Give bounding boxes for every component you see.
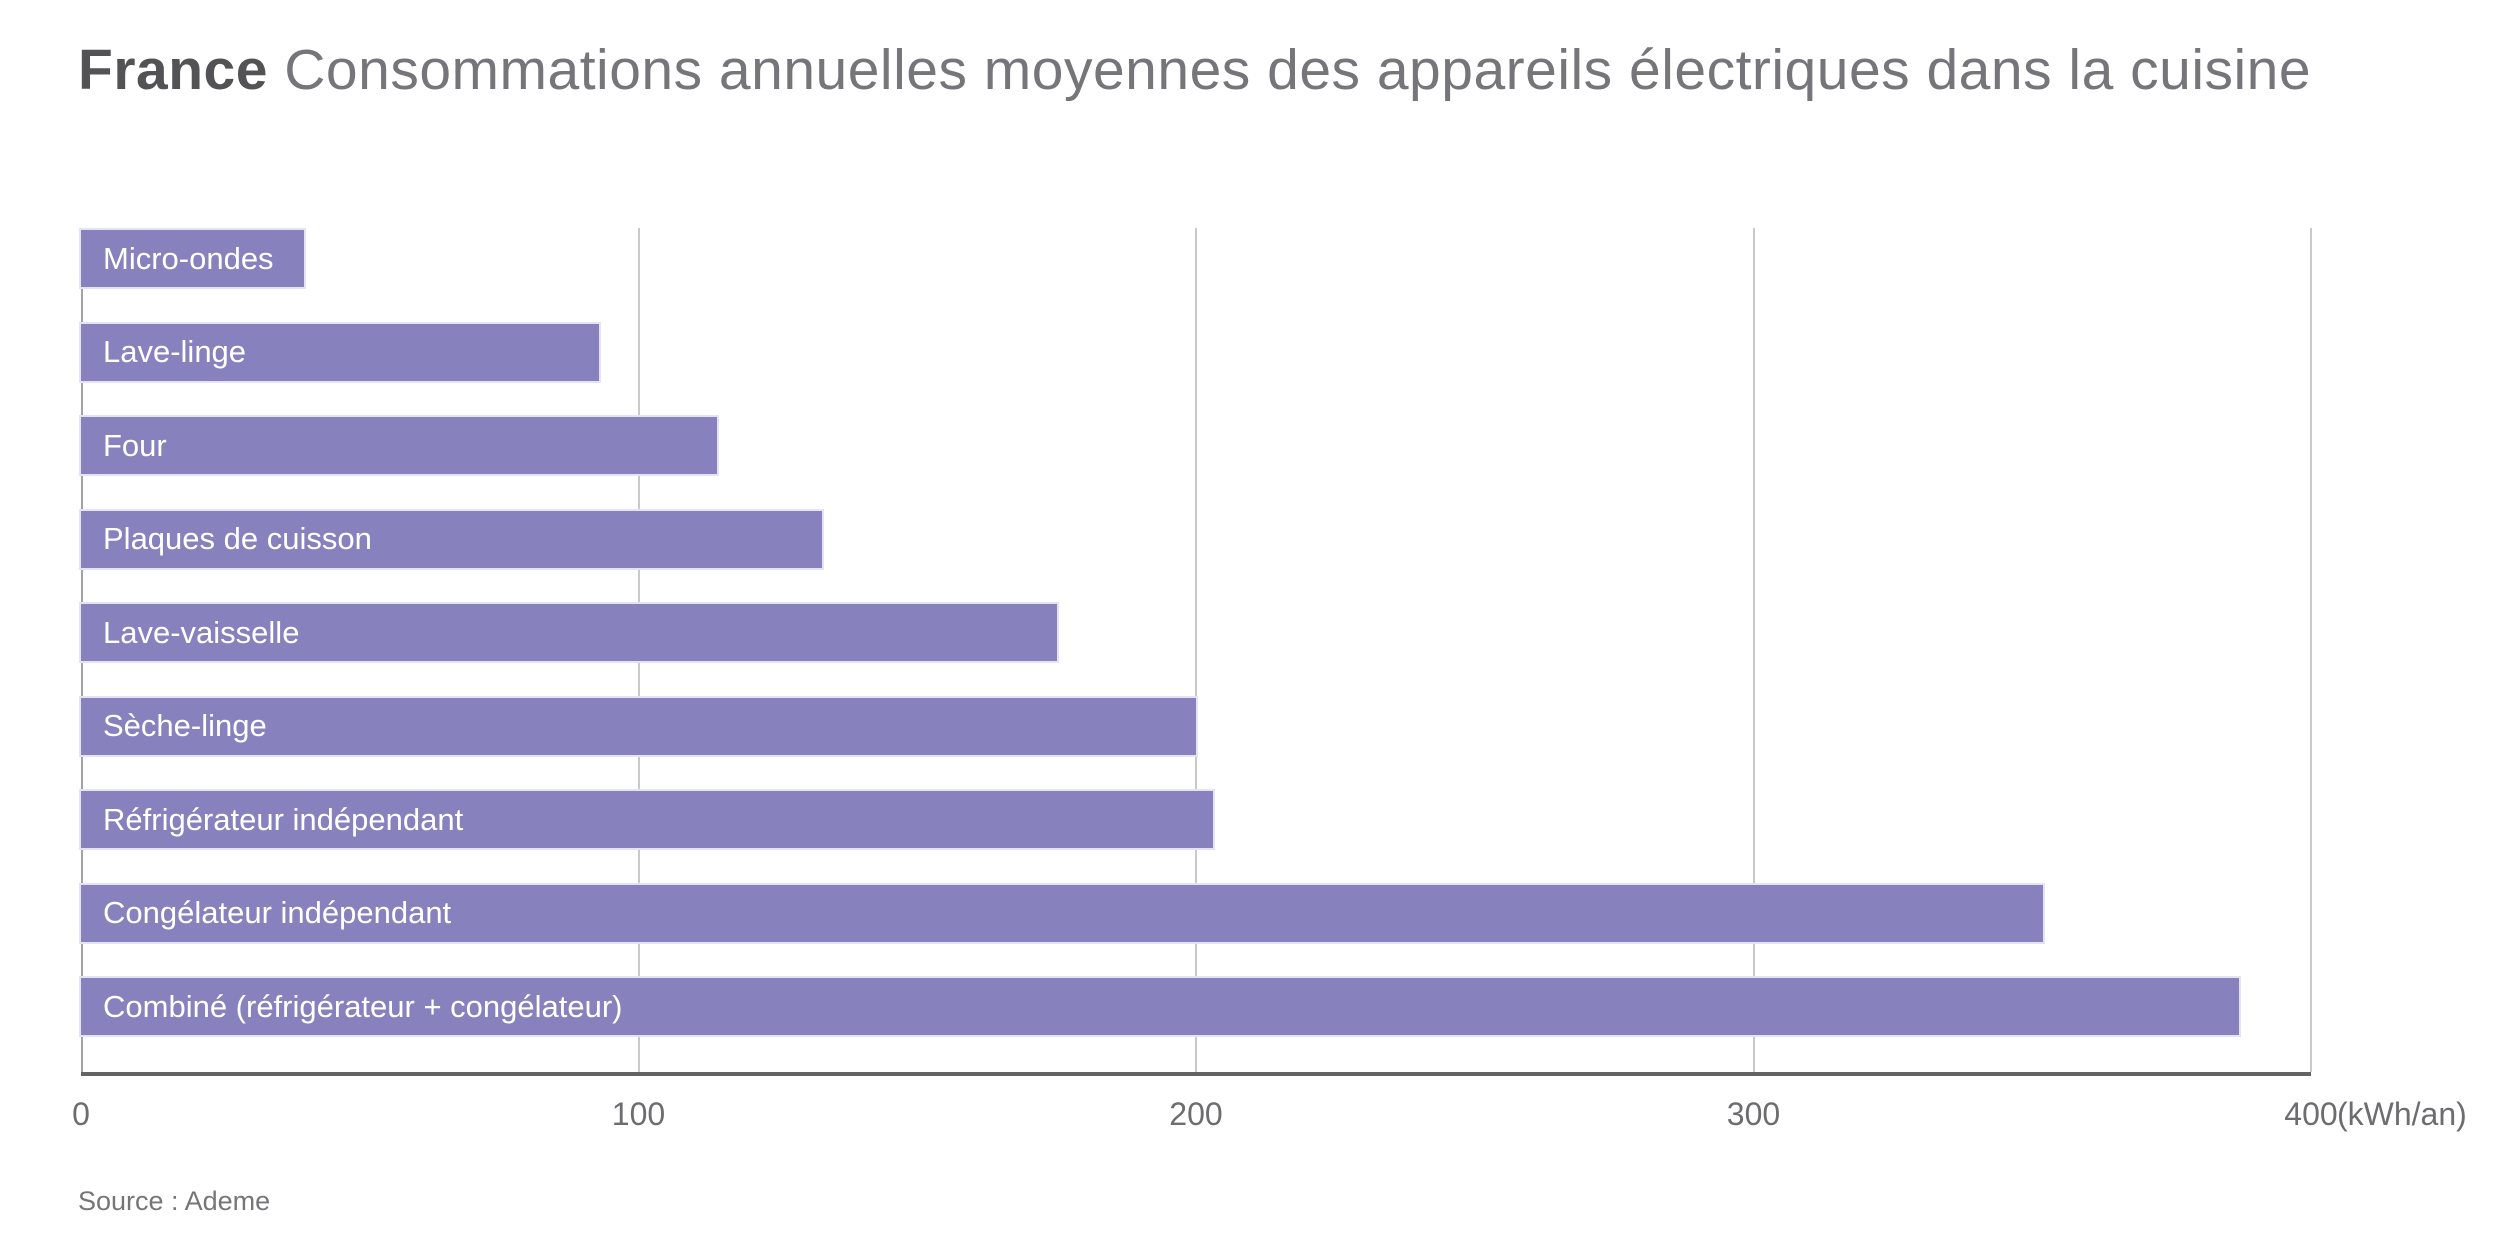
bar-label: Combiné (réfrigérateur + congélateur) xyxy=(103,988,623,1024)
bar-lave-linge: Lave-linge xyxy=(81,323,600,381)
plot-area: Micro-ondes Lave-linge Four Plaques de cuis… xyxy=(81,228,2312,1076)
x-tick-300: 300 xyxy=(1726,1096,1781,1132)
bar-lave-vaisselle: Lave-vaisselle xyxy=(81,604,1057,661)
bar-label: Congélateur indépendant xyxy=(103,895,452,930)
bar-four: Four xyxy=(81,417,717,474)
x-tick-100: 100 xyxy=(611,1096,666,1132)
bar-label: Réfrigérateur indépendant xyxy=(103,801,464,837)
chart-title-text: Consommations annuelles moyennes des app… xyxy=(267,38,2312,102)
bar-s-che-linge: Sèche-linge xyxy=(81,697,1196,755)
gridline-300 xyxy=(1752,228,1755,1072)
bar-combin-r-frig-rateur-cong-lateur: Combiné (réfrigérateur + congélateur) xyxy=(81,978,2239,1035)
x-tick-200: 200 xyxy=(1169,1096,1223,1132)
bar-label: Four xyxy=(103,427,167,463)
gridline-400 xyxy=(2310,228,2312,1072)
source-label: Source : Ademe xyxy=(78,1186,271,1216)
bar-cong-lateur-ind-pendant: Congélateur indépendant xyxy=(81,884,2044,942)
bar-label: Sèche-linge xyxy=(103,708,267,743)
bar-r-frig-rateur-ind-pendant: Réfrigérateur indépendant xyxy=(81,791,1213,848)
chart-title: France Consommations annuelles moyennes … xyxy=(78,38,2311,102)
bar-plaques-de-cuisson: Plaques de cuisson xyxy=(81,510,823,568)
gridline-200 xyxy=(1195,228,1197,1072)
bar-label: Lave-linge xyxy=(103,334,247,369)
x-tick-400: 400 xyxy=(2284,1096,2338,1132)
x-tick-0: 0 xyxy=(72,1096,90,1132)
bar-label: Lave-vaisselle xyxy=(103,614,300,650)
x-axis: 0 100 200 300 400 (kWh/an) xyxy=(72,1096,2467,1140)
x-axis-unit: (kWh/an) xyxy=(2337,1096,2467,1132)
bar-label: Plaques de cuisson xyxy=(103,521,372,556)
chart-title-country: France xyxy=(78,38,268,102)
bar-micro-ondes: Micro-ondes xyxy=(81,230,304,287)
bar-label: Micro-ondes xyxy=(103,240,274,276)
bar-rows: Micro-ondes Lave-linge Four Plaques de cuis… xyxy=(81,228,2311,1072)
